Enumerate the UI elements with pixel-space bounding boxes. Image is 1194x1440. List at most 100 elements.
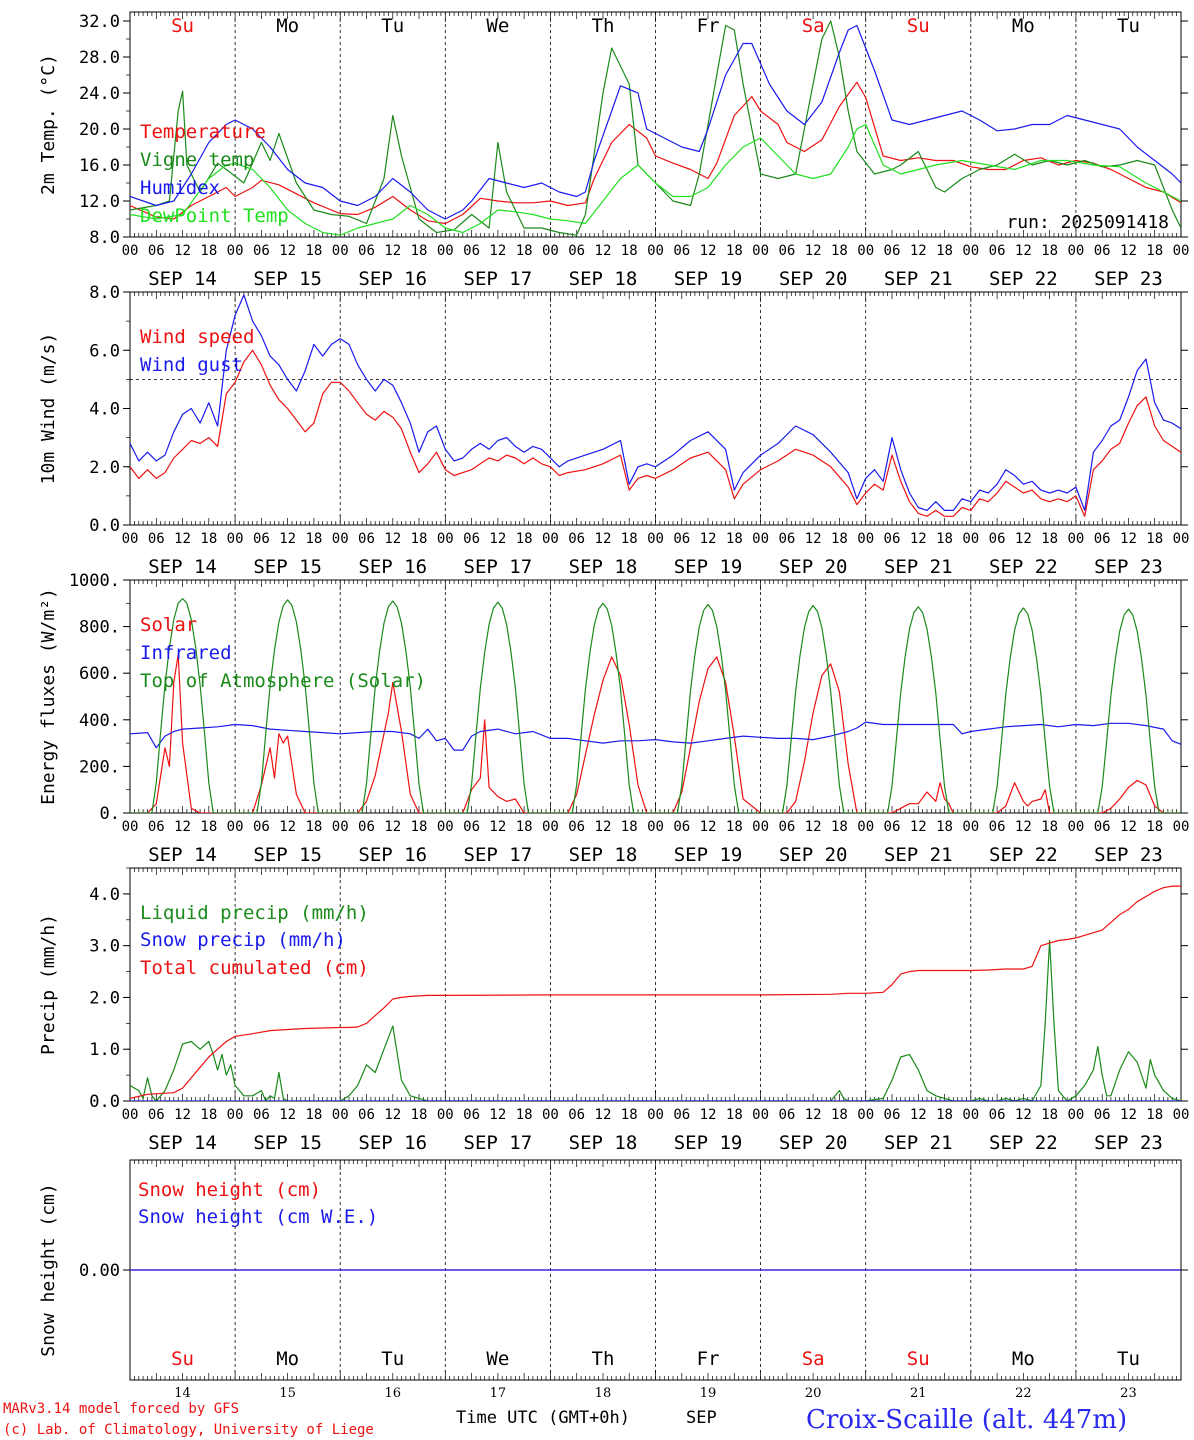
date-label: SEP 20 xyxy=(779,268,848,290)
hour-tick-label: 00 xyxy=(962,243,979,259)
date-label: SEP 14 xyxy=(148,556,217,578)
y-axis-title: 10m Wind (m/s) xyxy=(38,333,59,485)
day-number-label: 21 xyxy=(910,1386,927,1401)
hour-tick-label: 12 xyxy=(805,819,822,835)
hour-tick-label: 06 xyxy=(673,819,690,835)
date-label: SEP 23 xyxy=(1094,1132,1163,1154)
date-label: SEP 23 xyxy=(1094,844,1163,866)
hour-tick-label: 06 xyxy=(568,243,585,259)
hour-tick-label: 00 xyxy=(752,243,769,259)
weekday-label: Tu xyxy=(381,1348,404,1370)
weekday-label: Mo xyxy=(1012,1348,1035,1370)
y-tick-label: 20.0 xyxy=(79,120,120,140)
hour-tick-label: 12 xyxy=(279,531,296,547)
date-label: SEP 23 xyxy=(1094,268,1163,290)
hour-tick-label: 12 xyxy=(174,1107,191,1123)
series-line-wind-gust xyxy=(130,294,1181,511)
weekday-label: Mo xyxy=(276,15,299,37)
hour-tick-label: 00 xyxy=(647,243,664,259)
hour-tick-label: 00 xyxy=(647,1107,664,1123)
hour-ticks xyxy=(129,12,1182,237)
weekday-label: We xyxy=(486,15,509,37)
date-label: SEP 19 xyxy=(674,1132,743,1154)
day-number-label: 14 xyxy=(174,1386,191,1401)
hour-tick-label: 18 xyxy=(1146,819,1163,835)
weekday-label: Th xyxy=(592,1348,615,1370)
hour-tick-label: 00 xyxy=(227,1107,244,1123)
weekday-label: Tu xyxy=(381,15,404,37)
month-label: SEP xyxy=(686,1408,717,1428)
date-label: SEP 21 xyxy=(884,844,953,866)
weekday-label: Su xyxy=(907,15,930,37)
hour-tick-label: 12 xyxy=(805,1107,822,1123)
weekday-label: Th xyxy=(592,15,615,37)
hour-tick-label: 12 xyxy=(595,819,612,835)
hour-tick-label: 12 xyxy=(700,1107,717,1123)
hour-tick-label: 00 xyxy=(542,819,559,835)
hour-tick-label: 06 xyxy=(253,819,270,835)
hour-tick-label: 12 xyxy=(1015,531,1032,547)
hour-tick-label: 12 xyxy=(595,531,612,547)
hour-tick-label: 18 xyxy=(621,1107,638,1123)
weekday-label: Tu xyxy=(1117,15,1140,37)
hour-tick-label: 00 xyxy=(857,243,874,259)
series-line-wind-speed xyxy=(130,349,1181,517)
hour-tick-label: 12 xyxy=(700,819,717,835)
hour-tick-label: 06 xyxy=(568,1107,585,1123)
y-tick-label: 16.0 xyxy=(79,156,120,176)
date-label: SEP 20 xyxy=(779,556,848,578)
hour-tick-label: 06 xyxy=(1094,243,1111,259)
hour-tick-label: 06 xyxy=(778,243,795,259)
hour-tick-label: 00 xyxy=(1067,531,1084,547)
hour-tick-label: 12 xyxy=(910,531,927,547)
series-line-infrared xyxy=(130,721,1181,751)
legend-entry: Snow height (cm) xyxy=(138,1179,321,1201)
hour-tick-label: 06 xyxy=(673,1107,690,1123)
hour-tick-label: 00 xyxy=(332,819,349,835)
y-tick-label: 0.00 xyxy=(79,1261,120,1281)
date-label: SEP 14 xyxy=(148,268,217,290)
date-label: SEP 16 xyxy=(358,1132,427,1154)
date-label: SEP 21 xyxy=(884,268,953,290)
hour-tick-label: 12 xyxy=(1120,243,1137,259)
y-tick-label: 6.0 xyxy=(89,341,120,361)
hour-tick-label: 12 xyxy=(595,243,612,259)
hour-tick-label: 06 xyxy=(1094,1107,1111,1123)
date-label: SEP 22 xyxy=(989,556,1058,578)
day-number-label: 20 xyxy=(805,1386,822,1401)
hour-tick-label: 00 xyxy=(122,531,139,547)
hour-tick-label: 00 xyxy=(962,531,979,547)
y-tick-label: 0. xyxy=(100,804,120,824)
hour-tick-label: 18 xyxy=(621,243,638,259)
hour-tick-label: 18 xyxy=(305,531,322,547)
hour-tick-label: 06 xyxy=(884,531,901,547)
y-tick-label: 2.0 xyxy=(89,458,120,478)
hour-tick-label: 18 xyxy=(411,531,428,547)
hour-tick-label: 18 xyxy=(200,1107,217,1123)
weekday-label: Mo xyxy=(1012,15,1035,37)
hour-tick-label: 18 xyxy=(831,819,848,835)
hour-tick-label: 12 xyxy=(384,531,401,547)
hour-tick-label: 00 xyxy=(752,1107,769,1123)
y-tick-label: 0.0 xyxy=(89,516,120,536)
legend-entry: Snow height (cm W.E.) xyxy=(138,1206,378,1228)
y-tick-label: 600. xyxy=(79,664,120,684)
weekday-label: Su xyxy=(907,1348,930,1370)
hour-tick-label: 06 xyxy=(778,1107,795,1123)
hour-tick-label: 18 xyxy=(411,243,428,259)
y-tick-label: 2.0 xyxy=(89,988,120,1008)
hour-tick-label: 00 xyxy=(1173,531,1190,547)
date-label: SEP 15 xyxy=(253,1132,322,1154)
date-label: SEP 15 xyxy=(253,268,322,290)
hour-tick-label: 00 xyxy=(122,819,139,835)
hour-tick-label: 18 xyxy=(726,531,743,547)
panel-1: 8.0 12.0 16.0 20.0 24.0 28.0 32.0 2m Temp. (°C)… xyxy=(38,11,1189,290)
hour-tick-label: 12 xyxy=(489,819,506,835)
series-line-humidex xyxy=(130,24,1181,220)
date-label: SEP 17 xyxy=(464,268,533,290)
legend-entry: Infrared xyxy=(140,642,232,664)
legend-entry: Wind speed xyxy=(140,326,254,348)
y-tick-label: 32.0 xyxy=(79,12,120,32)
day-number-label: 18 xyxy=(595,1386,612,1401)
lab-credit-text: (c) Lab. of Climatology, University of L… xyxy=(3,1422,374,1438)
